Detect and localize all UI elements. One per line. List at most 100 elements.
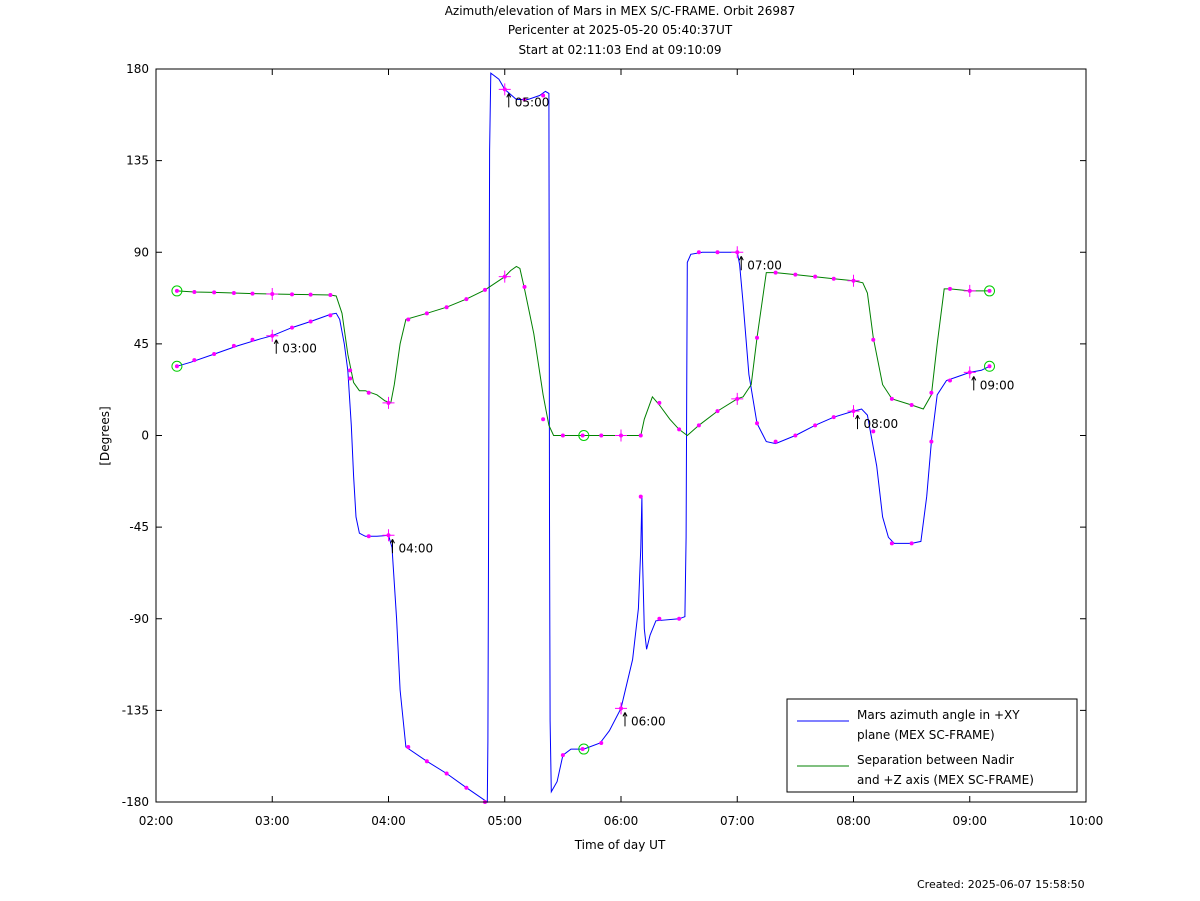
series-marker-point [831,415,836,420]
series-marker-point [599,740,604,745]
series-marker-point [987,288,992,293]
series-marker-point [889,541,894,546]
y-tick-label: -90 [129,612,149,626]
series-marker-point [560,753,565,758]
series-line-2 [176,265,990,437]
series-marker-point [328,293,333,298]
series-marker-point [174,288,179,293]
hour-cross-marker [615,429,627,442]
x-tick-label: 07:00 [720,814,755,828]
series-marker-point [599,433,604,438]
y-axis-label: [Degrees] [98,406,112,465]
hour-cross-marker [382,396,395,409]
hour-cross-marker [847,274,860,287]
series-marker-point [715,250,720,255]
y-tick-label: -180 [122,795,149,809]
series-marker-point [406,745,411,750]
hour-annotation-label: 08:00 [864,417,899,431]
endpoint-circle-marker [578,743,590,755]
hour-cross-marker [498,83,511,96]
series-marker-point [638,433,643,438]
series-marker-point [947,378,952,383]
y-tick-label: 180 [126,62,149,76]
series-marker-point [464,297,469,302]
created-timestamp: Created: 2025-06-07 15:58:50 [917,878,1085,891]
series-marker-point [406,317,411,322]
hour-cross-marker [963,284,976,297]
x-tick-label: 10:00 [1069,814,1104,828]
series-marker-point [696,423,701,428]
series-marker-point [715,409,720,414]
series-marker-point [522,284,527,289]
x-tick-label: 02:00 [139,814,174,828]
hour-cross-marker [731,246,744,259]
hour-cross-marker [266,287,279,300]
series-marker-point [813,423,818,428]
series-marker-point [482,287,487,292]
chart-title-line-1: Azimuth/elevation of Mars in MEX S/C-FRA… [444,4,796,18]
series-marker-point [580,747,585,752]
series-marker-point [424,311,429,316]
series-marker-point [871,337,876,342]
hour-annotation-label: 09:00 [980,378,1015,392]
hour-annotation-label: 07:00 [747,258,782,272]
series-marker-point [929,390,934,395]
series-marker-point [212,352,217,357]
series-marker-point [638,494,643,499]
series-marker-point [813,274,818,279]
hour-annotation-label: 06:00 [631,714,666,728]
chart-title-line-2: Pericenter at 2025-05-20 05:40:37UT [507,23,733,37]
endpoint-circle-marker [984,360,996,372]
series-marker-point [909,402,914,407]
series-marker-point [366,534,371,539]
hour-cross-marker [847,405,860,418]
series-marker-point [677,616,682,621]
series-marker-point [348,376,353,381]
x-tick-label: 09:00 [952,814,987,828]
series-marker-point [250,291,255,296]
hour-annotation-arrow [273,339,279,354]
hour-annotation-label: 05:00 [515,95,550,109]
series-line-1 [176,72,990,803]
azimuth-elevation-chart: 03:00 04:00 05:00 06:00 07:00 08:00 09:00 02:0… [98,62,1104,852]
series-marker-point [947,286,952,291]
legend-label-1: plane (MEX SC-FRAME) [857,728,995,742]
series-marker-point [773,439,778,444]
series-marker-point [909,541,914,546]
hour-annotation-arrow [622,712,628,727]
x-axis-label: Time of day UT [574,838,666,852]
series-marker-point [212,290,217,295]
series-marker-point [755,335,760,340]
legend-label-1: Mars azimuth angle in +XY [857,708,1020,722]
x-tick-label: 05:00 [487,814,522,828]
series-marker-point [929,439,934,444]
hour-cross-marker [615,702,627,715]
hour-annotation-arrow [390,539,395,554]
series-marker-point [192,289,197,294]
hour-cross-marker [498,270,511,283]
y-tick-label: -135 [122,703,149,717]
series-marker-point [192,358,197,363]
y-tick-label: 90 [134,245,149,259]
series-marker-point [174,364,179,369]
hour-annotation-arrow [738,256,744,271]
hour-cross-marker [731,392,744,405]
series-marker-point [231,343,236,348]
series-marker-point [290,325,295,330]
series-marker-point [328,313,333,318]
series-marker-point [793,272,798,277]
y-tick-label: -45 [129,520,149,534]
series-marker-point [889,396,894,401]
hour-annotation-label: 03:00 [282,342,317,356]
series-marker-point [290,292,295,297]
series-marker-point [366,390,371,395]
hour-cross-marker [963,366,976,379]
legend-label-2: and +Z axis (MEX SC-FRAME) [857,773,1034,787]
x-tick-label: 08:00 [836,814,871,828]
y-tick-label: 0 [141,429,149,443]
endpoint-circle-marker [171,285,183,297]
series-marker-point [444,305,449,310]
series-marker-point [793,433,798,438]
legend: Mars azimuth angle in +XY plane (MEX SC-F… [786,698,1078,793]
series-marker-point [250,337,255,342]
